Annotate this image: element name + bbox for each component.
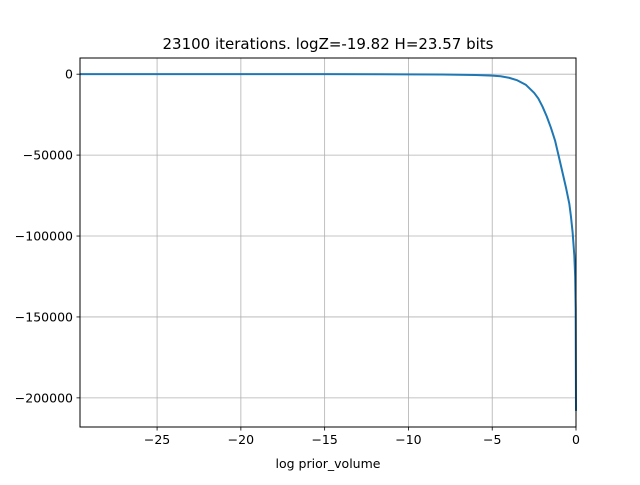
chart-title: 23100 iterations. logZ=-19.82 H=23.57 bi… (163, 35, 494, 53)
y-tick-label: −100000 (15, 229, 73, 244)
axes-frame (79, 57, 577, 428)
x-tick-label: −10 (395, 432, 421, 447)
y-tick-label: 0 (65, 67, 73, 82)
x-axis-label: log prior_volume (276, 456, 381, 471)
y-tick-label: −150000 (15, 309, 73, 324)
y-tick-label: −200000 (15, 390, 73, 405)
grid-lines (80, 58, 577, 427)
x-tick-label: −5 (483, 432, 501, 447)
x-tick-label: 0 (572, 432, 580, 447)
series-line (80, 73, 577, 411)
y-tick-label: −50000 (23, 148, 73, 163)
plot-area (80, 58, 576, 427)
x-tick-label: −15 (311, 432, 337, 447)
x-tick-label: −25 (144, 432, 170, 447)
ticks-layer: −25 −20 −15 −10 −5 0 0 −50000 −100000 −150000 −200… (15, 67, 580, 447)
series-layer (80, 73, 577, 411)
x-tick-label: −20 (228, 432, 254, 447)
